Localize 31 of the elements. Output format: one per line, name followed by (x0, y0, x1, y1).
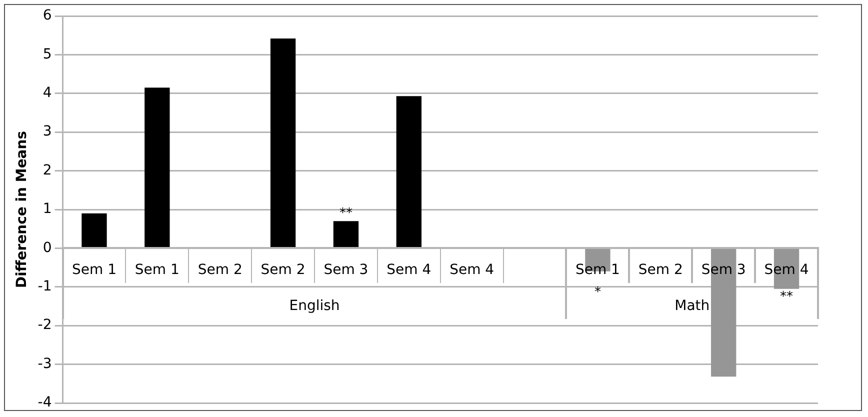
y-tick-label: -3 (38, 356, 52, 372)
y-tick-label: -1 (38, 278, 52, 295)
annotation: Math (674, 298, 710, 314)
x-tick-label: Sem 1 (134, 262, 180, 278)
y-tick-label: -4 (38, 394, 52, 411)
x-tick-label: Sem 2 (260, 262, 306, 278)
x-tick-label: Sem 1 (72, 262, 116, 278)
x-tick-label: Sem 2 (198, 262, 242, 278)
data-label: * (594, 285, 602, 300)
y-axis-title: Difference in Means (14, 130, 30, 288)
bar (82, 213, 107, 248)
y-tick-label: 6 (42, 8, 52, 24)
y-tick-label: 1 (42, 201, 52, 218)
bar (396, 96, 422, 248)
y-tick-label: 0 (42, 240, 52, 256)
x-tick-label: Sem 1 (575, 262, 620, 278)
y-tick-label: 2 (42, 162, 52, 178)
x-tick-label: Sem 2 (638, 262, 683, 278)
y-tick-label: -2 (38, 317, 52, 334)
bar (144, 88, 170, 248)
annotation: English (289, 298, 340, 314)
bar (270, 38, 296, 248)
data-label: ** (780, 290, 794, 305)
y-tick-label: 3 (42, 124, 52, 140)
x-tick-label: Sem 4 (386, 262, 432, 278)
x-tick-label: Sem 3 (324, 262, 368, 278)
data-label: ** (339, 206, 353, 221)
y-tick-label: 5 (42, 46, 52, 62)
x-tick-label: Sem 4 (450, 262, 494, 278)
bar (333, 221, 359, 248)
y-tick-label: 4 (42, 85, 52, 102)
